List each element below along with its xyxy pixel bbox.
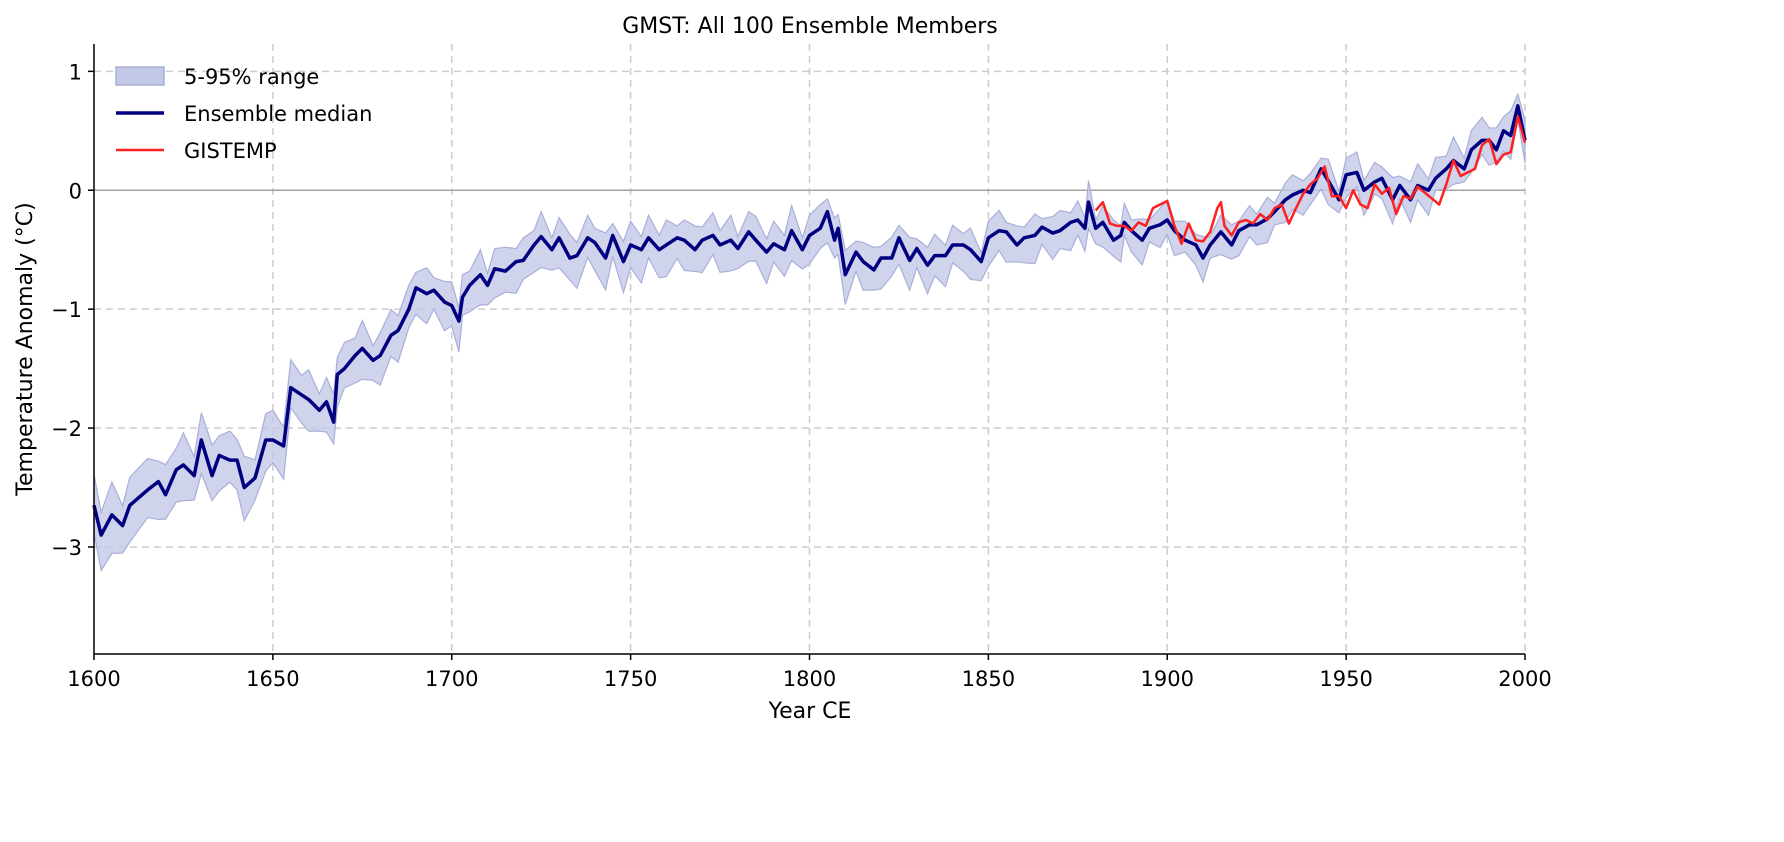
- range-band-area: [93, 92, 1526, 573]
- legend-label-gistemp: GISTEMP: [184, 139, 277, 163]
- x-tick-label: 1650: [246, 667, 299, 691]
- x-axis-label: Year CE: [768, 699, 852, 724]
- x-tick-label: 1900: [1141, 667, 1194, 691]
- legend-label-range: 5-95% range: [184, 65, 319, 89]
- x-tick-label: 1800: [783, 667, 836, 691]
- x-tick-label: 1750: [604, 667, 657, 691]
- chart-title: GMST: All 100 Ensemble Members: [622, 14, 998, 39]
- y-axis-label: Temperature Anomaly (°C): [13, 202, 38, 496]
- gistemp-line: [1094, 115, 1527, 246]
- y-tick-label: 0: [69, 179, 82, 203]
- x-tick-label: 1950: [1319, 667, 1372, 691]
- x-tick-label: 1600: [67, 667, 120, 691]
- grid: [94, 44, 1526, 654]
- ticks: 1600 1650 1700 1750 1800 1850 1900 1950 2000 1 0 −1…: [51, 60, 1552, 691]
- x-tick-label: 1850: [962, 667, 1015, 691]
- legend-swatch-range: [115, 66, 165, 86]
- y-tick-label: −3: [51, 536, 82, 560]
- x-tick-label: 2000: [1498, 667, 1551, 691]
- range-band: [93, 92, 1526, 573]
- legend: 5-95% range Ensemble median GISTEMP: [115, 65, 372, 163]
- median-line: [92, 104, 1527, 537]
- series-lines: [92, 104, 1527, 537]
- y-tick-label: −2: [51, 417, 82, 441]
- y-tick-label: 1: [69, 60, 82, 84]
- y-tick-label: −1: [51, 298, 82, 322]
- legend-label-median: Ensemble median: [184, 102, 372, 126]
- x-tick-label: 1700: [425, 667, 478, 691]
